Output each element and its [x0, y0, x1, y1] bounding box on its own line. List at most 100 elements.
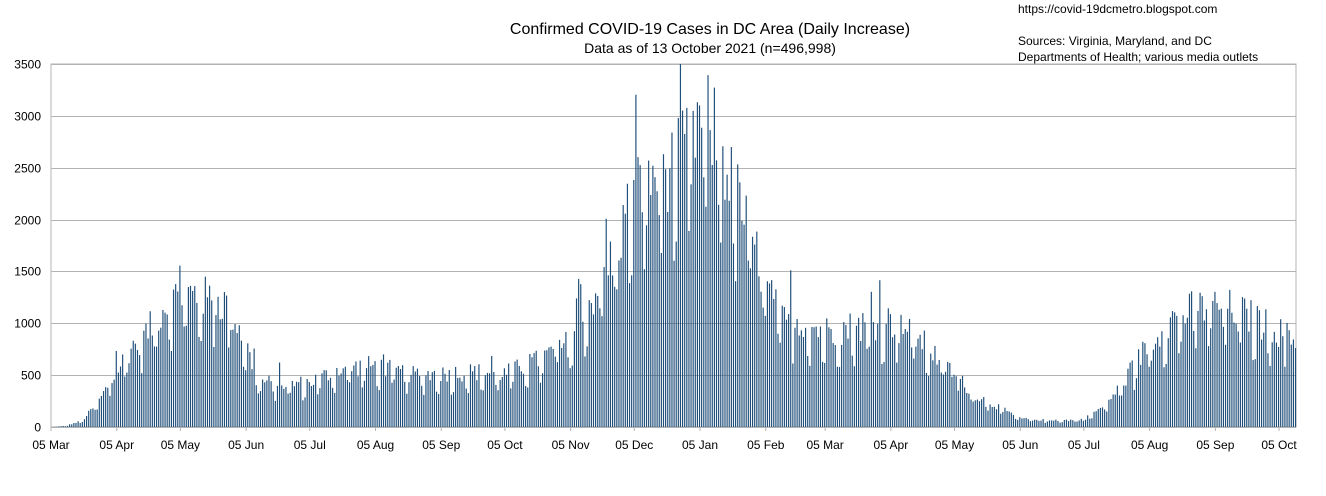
bar	[151, 335, 153, 427]
bar	[368, 356, 370, 427]
bar	[1203, 320, 1205, 427]
bar	[569, 368, 571, 427]
bar	[522, 373, 525, 427]
bar	[571, 365, 573, 427]
y-tick-label: 2500	[14, 162, 41, 176]
bar	[1036, 419, 1038, 427]
bar	[1008, 411, 1010, 427]
bar	[503, 368, 505, 427]
bar	[1244, 298, 1246, 427]
bar	[223, 292, 226, 427]
bar	[853, 366, 855, 427]
bar	[741, 220, 743, 427]
bar	[694, 157, 696, 427]
bar	[595, 293, 597, 427]
bar	[934, 345, 936, 427]
bar	[228, 347, 230, 427]
bar	[1277, 346, 1280, 427]
bar	[709, 130, 711, 428]
bar	[198, 336, 200, 427]
bar	[355, 361, 357, 427]
bar	[461, 381, 463, 427]
bar	[690, 184, 692, 427]
bar	[327, 380, 329, 427]
bar	[665, 169, 667, 428]
bar	[1027, 419, 1029, 427]
bar	[81, 421, 83, 427]
bar	[792, 363, 794, 427]
bar	[805, 327, 807, 427]
bar	[71, 424, 73, 427]
bar	[168, 339, 170, 427]
bar	[1154, 343, 1157, 427]
bar	[955, 376, 957, 427]
bar	[785, 319, 788, 427]
bar	[1072, 420, 1074, 427]
bar	[947, 361, 949, 427]
bar	[726, 174, 728, 427]
bar	[484, 375, 486, 427]
bar	[983, 397, 985, 427]
bar	[881, 364, 883, 427]
bar	[1254, 359, 1256, 427]
bar	[1048, 420, 1051, 427]
bar	[1201, 296, 1203, 427]
bar	[1252, 360, 1254, 427]
bar	[701, 127, 703, 427]
bar	[75, 422, 77, 427]
bar	[155, 346, 158, 427]
bar	[758, 276, 760, 427]
bar	[527, 387, 529, 427]
bar	[429, 380, 431, 427]
bar	[329, 377, 332, 427]
bar	[435, 391, 438, 427]
bar	[1180, 341, 1182, 427]
bar	[656, 191, 658, 427]
bar	[1114, 394, 1116, 427]
bar	[631, 275, 633, 427]
bar	[293, 386, 296, 427]
bar	[773, 298, 775, 427]
bar	[841, 344, 843, 427]
bar	[667, 211, 669, 427]
bar	[1267, 353, 1269, 427]
bar	[561, 347, 563, 427]
y-tick-label: 3500	[14, 58, 41, 72]
bar	[781, 305, 783, 427]
bar	[821, 361, 824, 427]
bar	[556, 362, 559, 427]
bar	[951, 376, 953, 427]
bar	[77, 421, 79, 427]
bar	[380, 359, 382, 427]
bar	[202, 313, 204, 427]
bar	[932, 360, 934, 427]
bar	[1042, 418, 1044, 427]
bar	[747, 260, 749, 427]
x-tick-label: 05 Sep	[1196, 438, 1234, 452]
bar	[486, 372, 489, 427]
bar	[1055, 419, 1057, 427]
bar	[679, 64, 682, 427]
bar	[688, 230, 690, 427]
bar	[847, 338, 849, 427]
x-tick-label: 05 Jun	[1002, 438, 1038, 452]
bar	[1275, 342, 1278, 427]
bar	[363, 380, 366, 427]
bar	[843, 322, 845, 427]
chart-title: Confirmed COVID-19 Cases in DC Area (Dai…	[509, 21, 911, 38]
bar	[940, 372, 942, 427]
bar	[389, 359, 391, 427]
sources-line-2: Departments of Health; various media out…	[1018, 50, 1259, 64]
bar	[654, 177, 656, 427]
bar	[546, 350, 548, 427]
bar	[707, 75, 709, 427]
bar	[855, 325, 858, 427]
bar	[236, 333, 238, 427]
bar	[266, 380, 268, 427]
bar	[728, 200, 730, 427]
bar	[542, 373, 544, 427]
bar	[211, 300, 213, 427]
bar	[340, 373, 342, 427]
bar	[247, 343, 249, 427]
bar	[1078, 420, 1080, 427]
